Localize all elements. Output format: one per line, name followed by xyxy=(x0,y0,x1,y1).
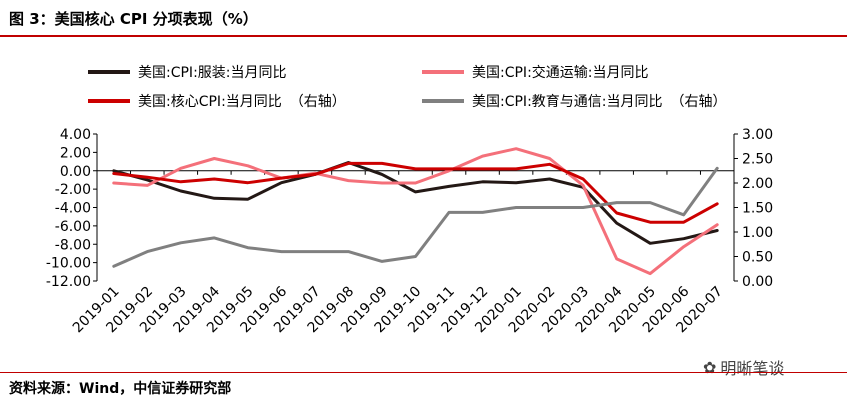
top-rule xyxy=(0,35,847,37)
right-tick-label: 0.00 xyxy=(742,274,773,290)
source-note: 资料来源：Wind，中信证券研究部 xyxy=(9,381,232,397)
right-tick-label: 1.00 xyxy=(742,225,773,241)
legend-axis-note-education: （右轴） xyxy=(670,94,727,110)
legend-label-education: 美国:CPI:教育与通信:当月同比 xyxy=(472,94,663,110)
figure-title: 图 3：美国核心 CPI 分项表现（%） xyxy=(9,10,258,28)
right-tick-label: 2.00 xyxy=(742,176,773,192)
legend-swatch-apparel xyxy=(88,70,130,74)
series-line-core xyxy=(112,161,719,224)
right-tick-label: 0.50 xyxy=(742,250,773,266)
left-tick-label: -2.00 xyxy=(55,182,91,198)
legend-label-core: 美国:核心CPI:当月同比 xyxy=(138,94,282,110)
left-tick-label: -10.00 xyxy=(46,256,91,272)
legend-swatch-transport xyxy=(422,70,464,74)
watermark-text: 明晰笔谈 xyxy=(720,359,785,378)
right-tick-label: 2.50 xyxy=(742,152,773,168)
legend-item-education: 美国:CPI:教育与通信:当月同比 （右轴） xyxy=(422,91,727,111)
legend-item-core: 美国:核心CPI:当月同比 （右轴） xyxy=(88,91,346,111)
left-tick-label: 2.00 xyxy=(60,145,91,161)
legend-label-apparel: 美国:CPI:服装:当月同比 xyxy=(138,65,287,81)
right-tick-label: 3.00 xyxy=(742,127,773,143)
watermark: ✿ 明晰笔谈 xyxy=(703,355,784,379)
legend-axis-note-core: （右轴） xyxy=(289,94,346,110)
bottom-rule xyxy=(0,372,847,373)
left-tick-label: -4.00 xyxy=(55,201,91,217)
legend-item-transport: 美国:CPI:交通运输:当月同比 xyxy=(422,62,649,82)
series-line-apparel xyxy=(112,161,719,245)
right-tick-label: 1.50 xyxy=(742,201,773,217)
series-line-transport xyxy=(112,147,719,276)
legend-swatch-education xyxy=(422,99,464,103)
legend-label-transport: 美国:CPI:交通运输:当月同比 xyxy=(472,65,649,81)
wechat-icon: ✿ xyxy=(703,357,717,377)
series-line-education xyxy=(112,166,719,268)
left-tick-label: 0.00 xyxy=(60,164,91,180)
legend-swatch-core xyxy=(88,99,130,103)
legend-item-apparel: 美国:CPI:服装:当月同比 xyxy=(88,62,287,82)
left-tick-label: -8.00 xyxy=(55,237,91,253)
left-tick-label: 4.00 xyxy=(60,127,91,143)
left-tick-label: -12.00 xyxy=(46,274,91,290)
left-tick-label: -6.00 xyxy=(55,219,91,235)
